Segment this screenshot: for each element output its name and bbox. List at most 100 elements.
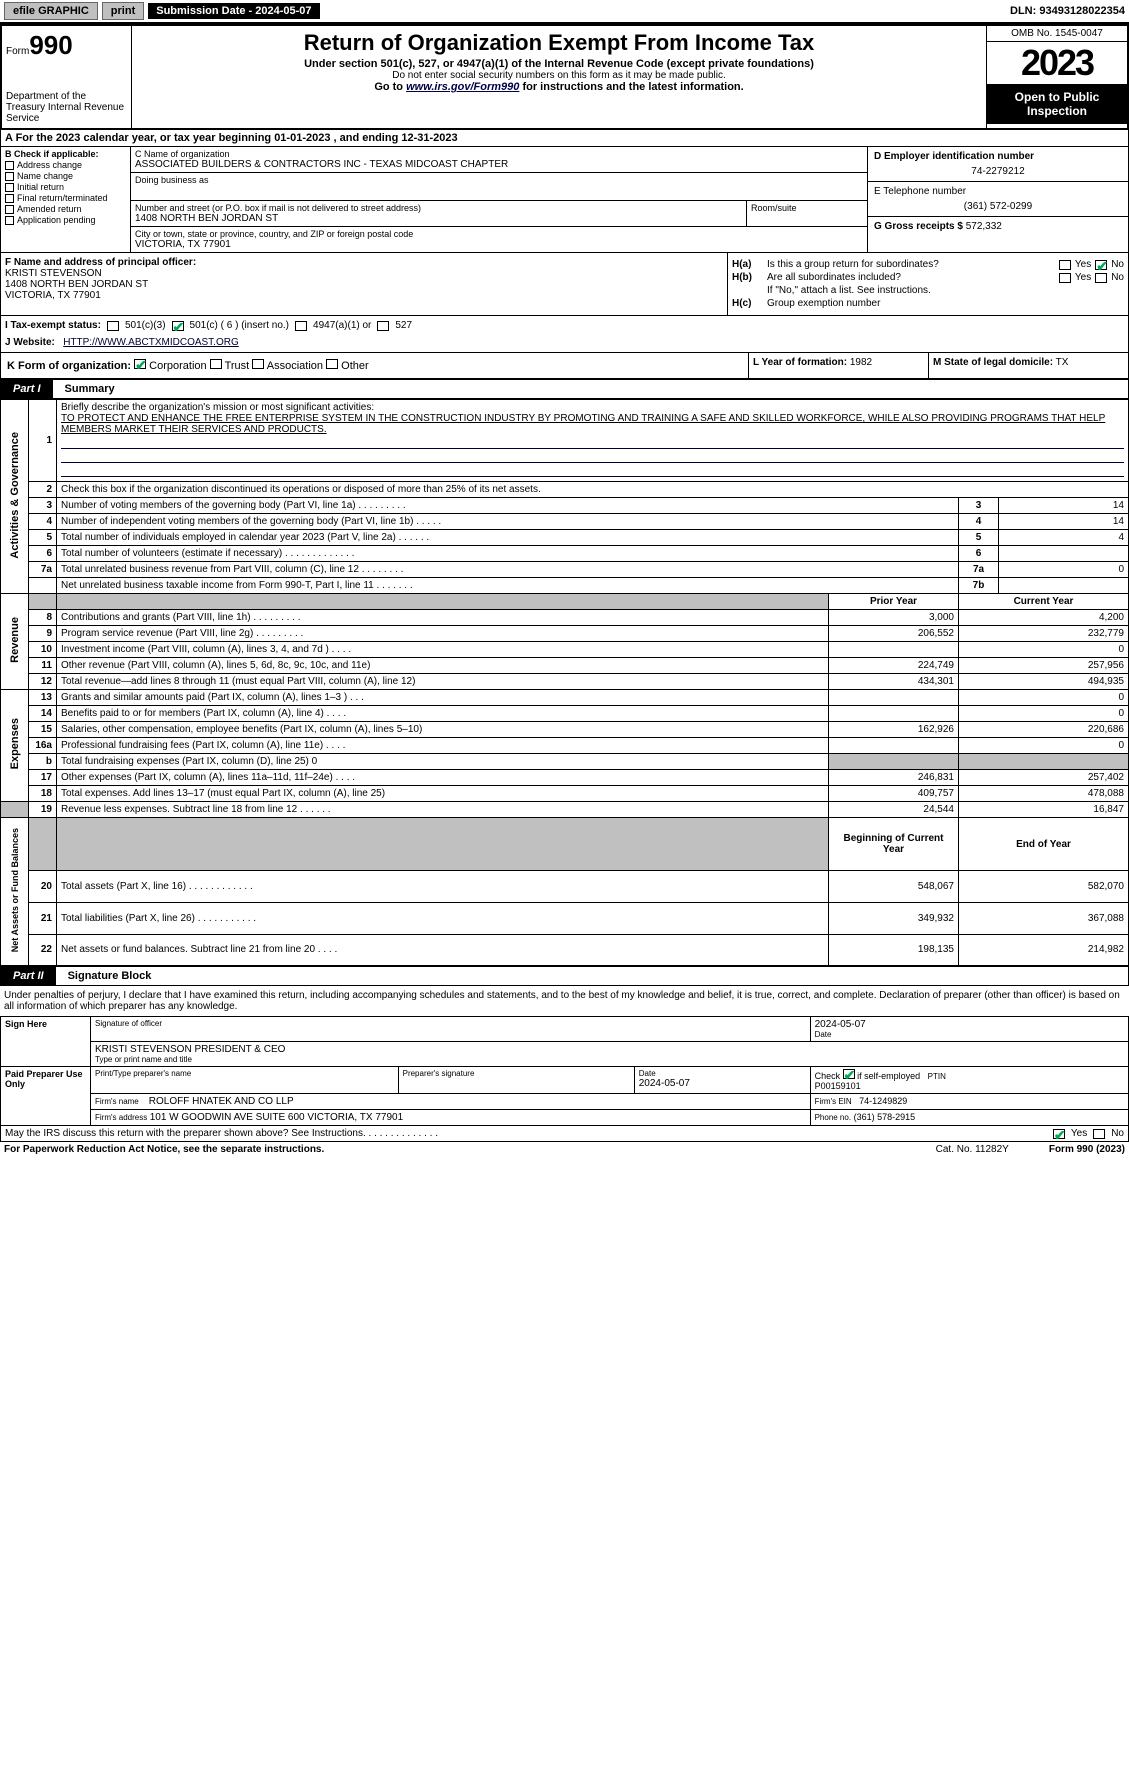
top-bar: efile GRAPHIC print Submission Date - 20… (0, 0, 1129, 24)
tax-year: 2023 (987, 42, 1127, 84)
ha-label: H(a) (732, 259, 767, 270)
row-a-tax-year: A For the 2023 calendar year, or tax yea… (0, 130, 1129, 147)
paid-preparer-label: Paid Preparer Use Only (1, 1067, 91, 1126)
k-corp-checkbox[interactable] (134, 359, 146, 369)
l12p: 434,301 (829, 674, 959, 690)
cat-no: Cat. No. 11282Y (936, 1144, 1009, 1155)
signature-table: Sign Here Signature of officer 2024-05-0… (0, 1016, 1129, 1126)
firm-phone: (361) 578-2915 (854, 1112, 916, 1122)
checkbox-name-change[interactable] (5, 172, 14, 181)
l7b: Net unrelated business taxable income fr… (57, 578, 959, 594)
part1-label: Part I (1, 380, 53, 398)
goto-pre: Go to (374, 81, 406, 93)
irs-link[interactable]: www.irs.gov/Form990 (406, 81, 519, 93)
open-public-badge: Open to Public Inspection (987, 84, 1127, 124)
sig-date: 2024-05-07 (815, 1019, 1124, 1030)
part1-title: Summary (53, 380, 1128, 398)
gross-receipts: 572,332 (966, 221, 1002, 232)
officer-addr2: VICTORIA, TX 77901 (5, 290, 723, 301)
ein-value: 74-2279212 (874, 166, 1122, 177)
k-trust-checkbox[interactable] (210, 359, 222, 369)
firm-name: ROLOFF HNATEK AND CO LLP (149, 1096, 294, 1107)
form-title: Return of Organization Exempt From Incom… (136, 30, 982, 56)
discuss-no-checkbox[interactable] (1093, 1129, 1105, 1139)
hb-text: Are all subordinates included? (767, 272, 1059, 283)
i-501c-checkbox[interactable] (172, 321, 184, 331)
l8c: 4,200 (959, 610, 1129, 626)
l15c: 220,686 (959, 722, 1129, 738)
l16a: Professional fundraising fees (Part IX, … (57, 738, 829, 754)
l9c: 232,779 (959, 626, 1129, 642)
self-employed-checkbox[interactable] (843, 1069, 855, 1079)
mission-text: TO PROTECT AND ENHANCE THE FREE ENTERPRI… (61, 413, 1105, 435)
l7a: Total unrelated business revenue from Pa… (57, 562, 959, 578)
l16ac: 0 (959, 738, 1129, 754)
ha-yes-checkbox[interactable] (1059, 260, 1071, 270)
l2: Check this box if the organization disco… (57, 482, 1129, 498)
l5-val: 4 (999, 530, 1129, 546)
begin-year-hdr: Beginning of Current Year (829, 818, 959, 871)
i-501c3-checkbox[interactable] (107, 321, 119, 331)
omb-number: OMB No. 1545-0047 (987, 26, 1127, 42)
checkbox-final-return[interactable] (5, 194, 14, 203)
l4: Number of independent voting members of … (57, 514, 959, 530)
subtitle-1: Under section 501(c), 527, or 4947(a)(1)… (136, 58, 982, 70)
dept-label: Department of the Treasury Internal Reve… (6, 91, 127, 124)
i-527-checkbox[interactable] (377, 321, 389, 331)
efile-label: efile GRAPHIC (4, 2, 98, 20)
phone-value: (361) 572-0299 (874, 201, 1122, 212)
l12: Total revenue—add lines 8 through 11 (mu… (57, 674, 829, 690)
l10: Investment income (Part VIII, column (A)… (57, 642, 829, 658)
block-klm: K Form of organization: Corporation Trus… (0, 353, 1129, 379)
f-label: F Name and address of principal officer: (5, 257, 723, 268)
k-assoc-checkbox[interactable] (252, 359, 264, 369)
prep-date: 2024-05-07 (639, 1078, 806, 1089)
firm-ein: 74-1249829 (859, 1096, 907, 1106)
form-header: Form990 Department of the Treasury Inter… (0, 24, 1129, 130)
l20c: 582,070 (959, 871, 1129, 903)
part2-label: Part II (1, 967, 56, 985)
footer: For Paperwork Reduction Act Notice, see … (0, 1142, 1129, 1157)
l10c: 0 (959, 642, 1129, 658)
prior-year-hdr: Prior Year (829, 594, 959, 610)
i-4947-checkbox[interactable] (295, 321, 307, 331)
checkbox-amended[interactable] (5, 205, 14, 214)
print-button[interactable]: print (102, 2, 144, 20)
l9p: 206,552 (829, 626, 959, 642)
state-domicile: TX (1056, 357, 1069, 368)
j-label: J Website: (5, 337, 55, 348)
l11c: 257,956 (959, 658, 1129, 674)
b-header: B Check if applicable: (5, 149, 126, 159)
l1-label: Briefly describe the organization's miss… (61, 402, 374, 413)
declaration-text: Under penalties of perjury, I declare th… (0, 986, 1129, 1016)
form-label: Form (6, 46, 29, 57)
l22: Net assets or fund balances. Subtract li… (57, 934, 829, 966)
discuss-yes-checkbox[interactable] (1053, 1129, 1065, 1139)
side-revenue: Revenue (9, 609, 21, 671)
checkbox-address-change[interactable] (5, 161, 14, 170)
block-fh: F Name and address of principal officer:… (0, 253, 1129, 316)
k-label: K Form of organization: (7, 360, 131, 372)
l11p: 224,749 (829, 658, 959, 674)
l17: Other expenses (Part IX, column (A), lin… (57, 770, 829, 786)
paperwork-notice: For Paperwork Reduction Act Notice, see … (4, 1144, 324, 1155)
l18p: 409,757 (829, 786, 959, 802)
block-ij: I Tax-exempt status: 501(c)(3) 501(c) ( … (0, 316, 1129, 353)
ha-no-checkbox[interactable] (1095, 260, 1107, 270)
l17c: 257,402 (959, 770, 1129, 786)
prep-name-label: Print/Type preparer's name (95, 1069, 394, 1078)
discuss-row: May the IRS discuss this return with the… (0, 1126, 1129, 1142)
street-address: 1408 NORTH BEN JORDAN ST (135, 213, 742, 224)
checkbox-app-pending[interactable] (5, 216, 14, 225)
k-other-checkbox[interactable] (326, 359, 338, 369)
l11: Other revenue (Part VIII, column (A), li… (57, 658, 829, 674)
l7a-val: 0 (999, 562, 1129, 578)
hb-note: If "No," attach a list. See instructions… (767, 285, 1124, 296)
checkbox-initial-return[interactable] (5, 183, 14, 192)
l3-val: 14 (999, 498, 1129, 514)
website-link[interactable]: HTTP://WWW.ABCTXMIDCOAST.ORG (63, 337, 239, 348)
hb-yes-checkbox[interactable] (1059, 273, 1071, 283)
sig-officer-label: Signature of officer (95, 1019, 806, 1028)
subtitle-2: Do not enter social security numbers on … (136, 70, 982, 81)
d-ein-label: D Employer identification number (874, 151, 1122, 162)
